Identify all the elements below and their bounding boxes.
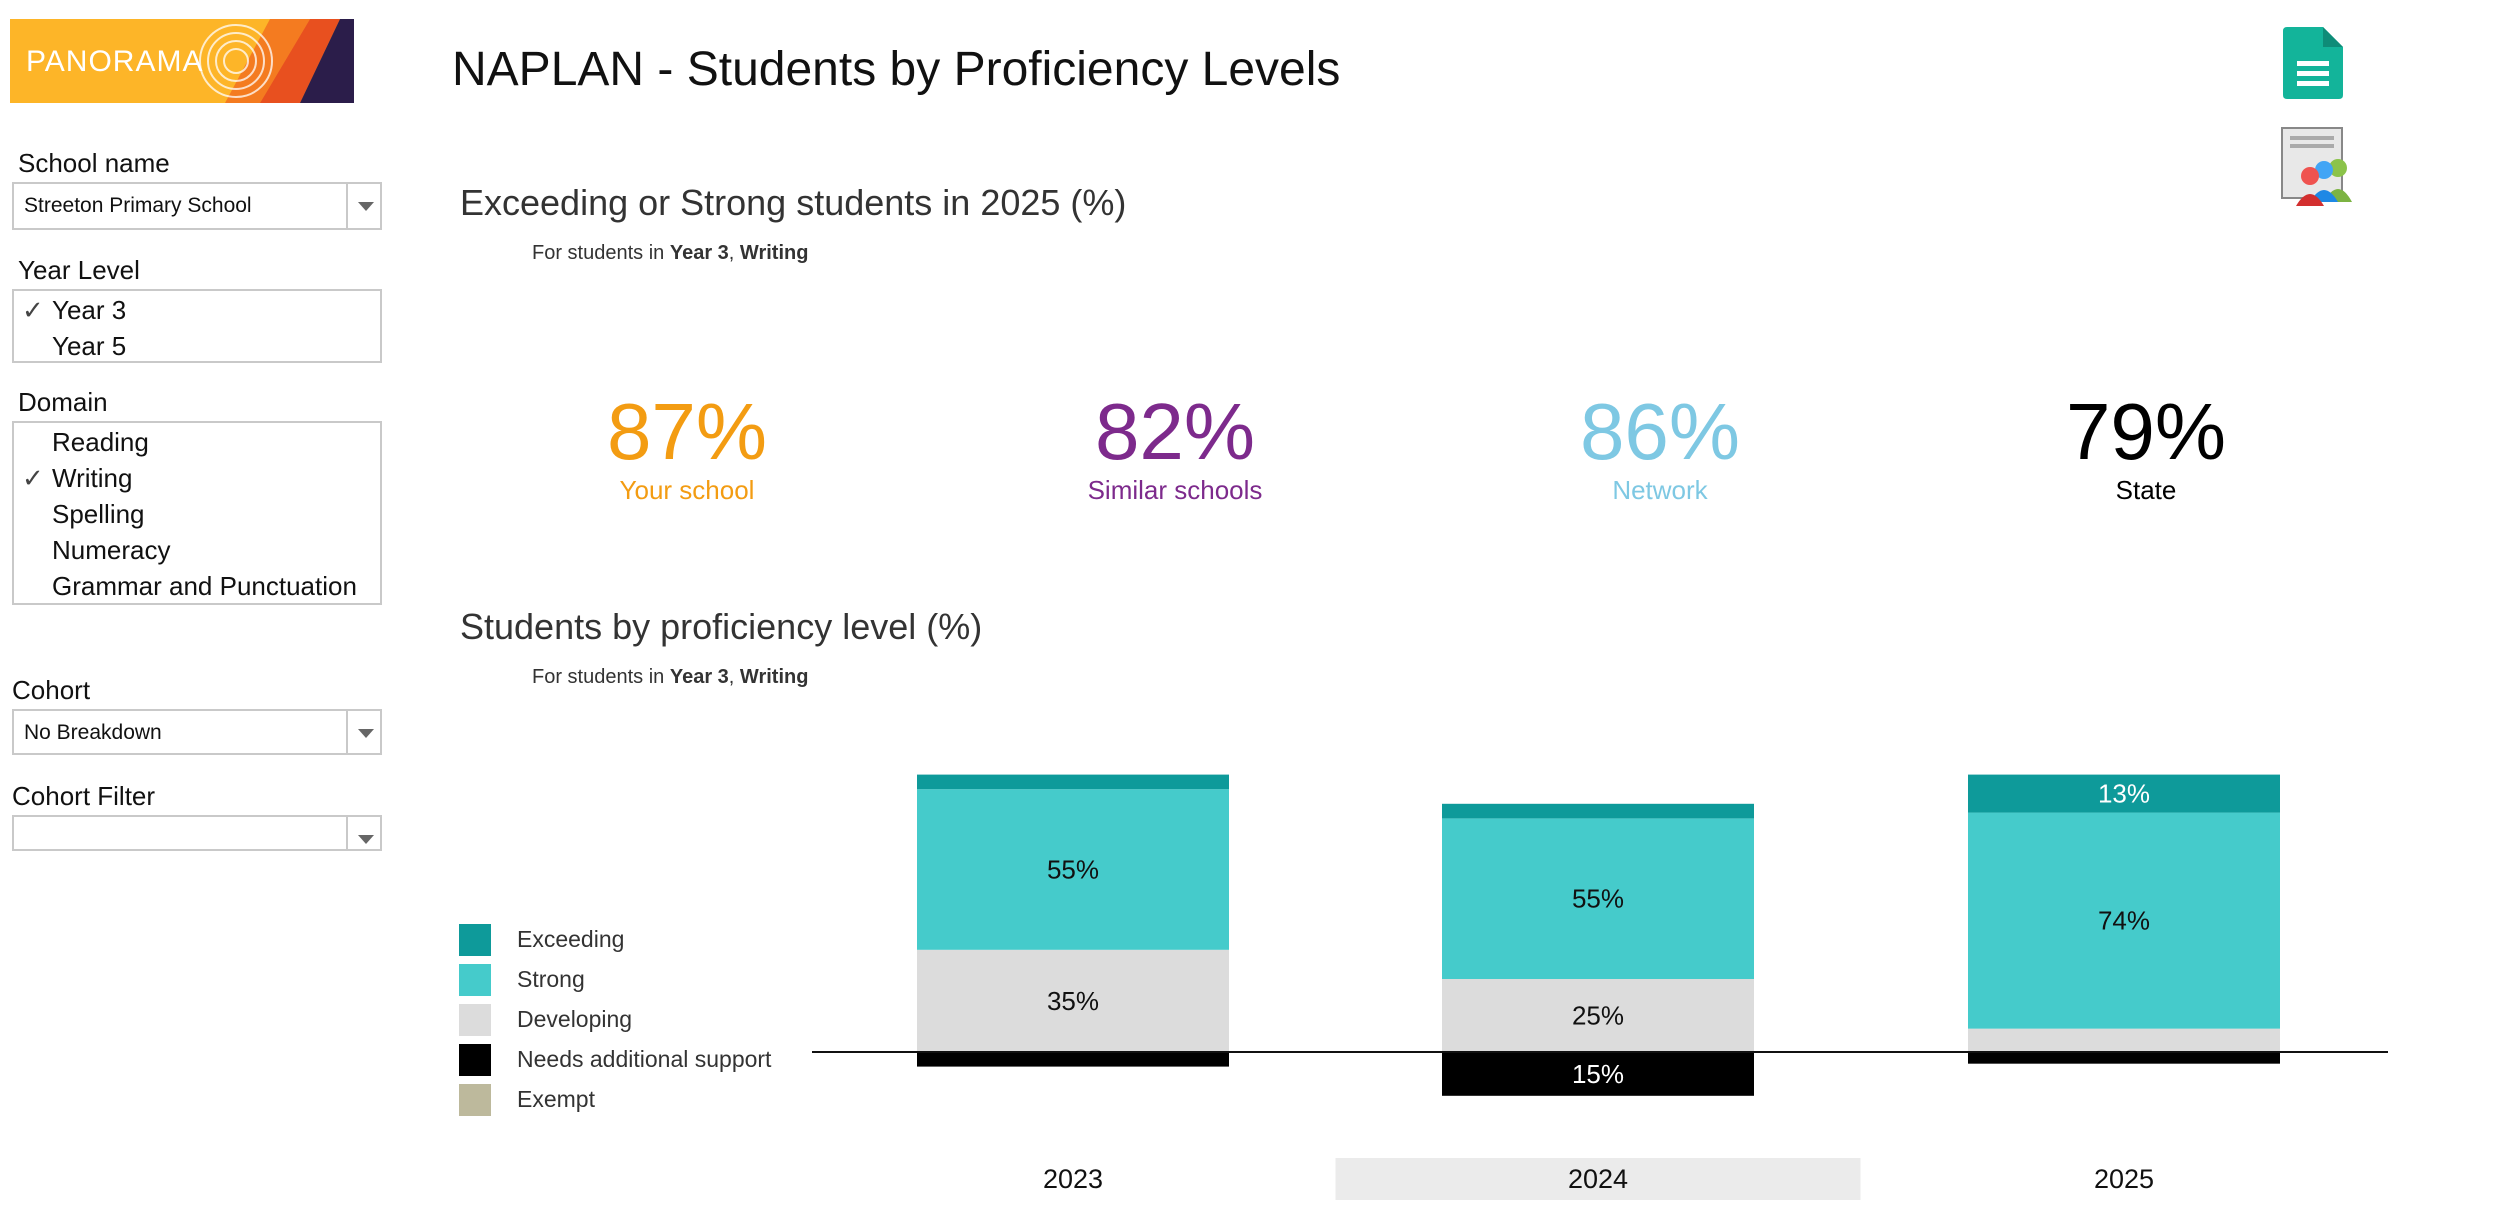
- kpi-label: Your school: [619, 475, 755, 505]
- subtitle-sep: ,: [728, 242, 740, 264]
- option-label: Grammar and Punctuation: [52, 571, 357, 601]
- title-text: Exceeding or Strong students in: [460, 182, 981, 223]
- check-icon: ✓: [22, 463, 44, 493]
- legend-swatch: [459, 1004, 491, 1036]
- title-year: 2025: [980, 182, 1061, 223]
- bar-segment-needs-additional-support: [917, 1052, 1229, 1067]
- legend-label: Exceeding: [517, 926, 625, 952]
- kpi-value: 79%: [2065, 387, 2227, 476]
- legend-label: Developing: [517, 1006, 633, 1032]
- chevron-down-icon[interactable]: [346, 817, 380, 849]
- option-label: Writing: [52, 463, 133, 493]
- logo-text: PANORAMA: [26, 45, 204, 78]
- bar-data-label: 55%: [1572, 884, 1624, 914]
- year-level-option-year-3[interactable]: ✓ Year 3: [14, 295, 380, 329]
- title-suffix: (%): [1060, 182, 1127, 223]
- kpi-value: 86%: [1579, 387, 1741, 476]
- subtitle-prefix: For students in: [532, 242, 670, 264]
- subtitle-year: Year 3: [669, 666, 729, 688]
- kpi-label: Similar schools: [1087, 475, 1263, 505]
- bar-segment-developing: [917, 949, 1229, 1052]
- domain-option-spelling[interactable]: Spelling: [14, 499, 380, 533]
- bar-segment-exceeding: [1442, 803, 1754, 819]
- subtitle-domain: Writing: [739, 242, 809, 264]
- section-chart-title: Students by proficiency level (%): [460, 606, 983, 647]
- legend-label: Exempt: [517, 1086, 595, 1112]
- option-label: Year 5: [52, 331, 127, 361]
- year-level-label: Year Level: [18, 255, 140, 285]
- legend-swatch: [459, 1084, 491, 1116]
- domain-option-numeracy[interactable]: Numeracy: [14, 535, 380, 569]
- legend-swatch: [459, 964, 491, 996]
- page-title: NAPLAN - Students by Proficiency Levels: [452, 43, 1341, 96]
- option-label: Reading: [52, 427, 149, 457]
- bar-segment-exceeding: [1968, 774, 2280, 813]
- cohort-filter-select[interactable]: [12, 815, 382, 851]
- bar-segment-developing: [1968, 1028, 2280, 1052]
- check-icon: ✓: [22, 295, 44, 325]
- legend-swatch: [459, 924, 491, 956]
- cohort-filter-label: Cohort Filter: [12, 781, 156, 811]
- cohort-select[interactable]: No Breakdown: [12, 709, 382, 755]
- bar-data-label: 35%: [1047, 986, 1099, 1016]
- bar-segment-needs-additional-support: [1442, 1052, 1754, 1096]
- year-level-list: ✓ Year 3 Year 5: [12, 289, 382, 363]
- cohort-value: No Breakdown: [24, 721, 162, 744]
- bar-segment-needs-additional-support: [1968, 1052, 2280, 1064]
- bar-data-label: 55%: [1047, 855, 1099, 885]
- bar-data-label: 25%: [1572, 1001, 1624, 1031]
- kpi-your-school: 87% Your school: [487, 387, 887, 506]
- document-icon[interactable]: [2283, 27, 2343, 99]
- subtitle-prefix: For students in: [532, 666, 670, 688]
- bar-segment-strong: [1442, 818, 1754, 979]
- x-axis-tick-label: 2024: [1568, 1164, 1628, 1194]
- bar-data-label: 15%: [1572, 1059, 1624, 1089]
- users-report-icon[interactable]: [2280, 126, 2360, 206]
- section-kpi-title: Exceeding or Strong students in 2025 (%): [460, 182, 1126, 224]
- highlighted-category-band: [1335, 1158, 1861, 1200]
- chevron-down-icon[interactable]: [346, 711, 380, 753]
- domain-label: Domain: [18, 387, 108, 417]
- legend-label: Needs additional support: [517, 1046, 772, 1072]
- subtitle-domain: Writing: [739, 666, 809, 688]
- domain-option-writing[interactable]: ✓ Writing: [14, 463, 380, 497]
- school-name-label: School name: [18, 148, 170, 178]
- x-axis-tick-label: 2023: [1043, 1164, 1103, 1194]
- year-level-option-year-5[interactable]: Year 5: [14, 331, 380, 365]
- subtitle-year: Year 3: [669, 242, 729, 264]
- kpi-label: State: [2115, 475, 2177, 505]
- bar-data-label: 74%: [2098, 906, 2150, 936]
- chevron-down-icon[interactable]: [346, 184, 380, 228]
- section-chart-subtitle: For students in Year 3, Writing: [532, 666, 808, 689]
- kpi-similar-schools: 82% Similar schools: [975, 387, 1375, 506]
- cohort-label: Cohort: [12, 675, 91, 705]
- domain-option-grammar[interactable]: Grammar and Punctuation: [14, 571, 380, 605]
- domain-option-reading[interactable]: Reading: [14, 427, 380, 461]
- school-name-value: Streeton Primary School: [24, 194, 252, 217]
- bar-segment-strong: [917, 789, 1229, 950]
- section-kpi-subtitle: For students in Year 3, Writing: [532, 242, 808, 265]
- option-label: Numeracy: [52, 535, 171, 565]
- kpi-state: 79% State: [1946, 387, 2346, 506]
- school-name-select[interactable]: Streeton Primary School: [12, 182, 382, 230]
- kpi-value: 82%: [1094, 387, 1256, 476]
- bar-segment-strong: [1968, 812, 2280, 1029]
- legend-swatch: [459, 1044, 491, 1076]
- kpi-value: 87%: [606, 387, 768, 476]
- bar-segment-developing: [1442, 979, 1754, 1052]
- panorama-logo: PANORAMA: [10, 19, 354, 103]
- option-label: Spelling: [52, 499, 145, 529]
- legend-label: Strong: [517, 966, 585, 992]
- domain-list: Reading ✓ Writing Spelling Numeracy Gram…: [12, 421, 382, 605]
- subtitle-sep: ,: [728, 666, 740, 688]
- option-label: Year 3: [52, 295, 127, 325]
- x-axis-tick-label: 2025: [2094, 1164, 2154, 1194]
- kpi-network: 86% Network: [1460, 387, 1860, 506]
- bar-data-label: 13%: [2098, 779, 2150, 809]
- kpi-label: Network: [1612, 475, 1708, 505]
- bar-segment-exceeding: [917, 774, 1229, 790]
